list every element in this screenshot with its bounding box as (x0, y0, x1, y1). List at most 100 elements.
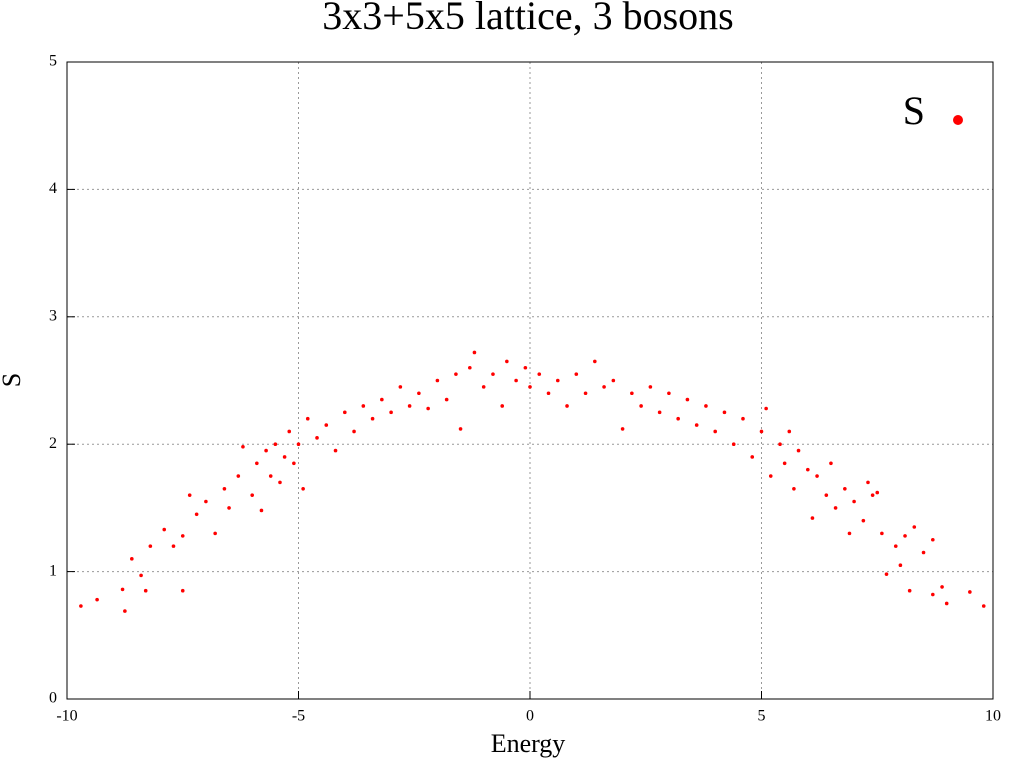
point (528, 385, 532, 389)
point (685, 397, 690, 402)
y-tick-label: 3 (49, 307, 57, 324)
point (657, 410, 662, 415)
point (792, 486, 796, 491)
point (921, 550, 926, 555)
point (824, 493, 829, 497)
point (123, 609, 127, 613)
x-tick-label: 0 (526, 708, 534, 725)
point (426, 406, 430, 411)
point (796, 448, 801, 453)
point (903, 534, 907, 538)
point (555, 378, 560, 383)
x-tick-label: -5 (292, 708, 305, 725)
point (768, 474, 773, 478)
point (880, 531, 884, 536)
x-tick-label: 10 (985, 708, 1001, 725)
point (898, 563, 903, 568)
point (810, 516, 815, 520)
point (870, 493, 875, 497)
point (931, 537, 935, 542)
point (255, 461, 259, 466)
point (648, 385, 653, 389)
point (222, 486, 227, 491)
point (778, 442, 782, 447)
point (806, 467, 810, 472)
chart-title: 3x3+5x5 lattice, 3 bosons (322, 0, 733, 38)
point (694, 423, 699, 427)
point (370, 416, 375, 421)
point (273, 442, 278, 447)
point (361, 404, 366, 408)
point (500, 404, 505, 408)
point (296, 442, 301, 447)
point (602, 385, 606, 389)
point (324, 423, 329, 427)
point (537, 372, 542, 376)
point (268, 474, 273, 478)
point (907, 588, 912, 593)
point (343, 410, 347, 415)
point (667, 391, 671, 396)
point (120, 587, 125, 592)
point (435, 378, 440, 383)
point (130, 557, 134, 561)
point (583, 391, 588, 396)
y-tick-label: 0 (49, 690, 57, 707)
point (250, 493, 254, 497)
point (305, 416, 310, 421)
point (389, 410, 393, 415)
legend-marker (953, 115, 963, 125)
point (454, 372, 458, 376)
point (861, 518, 866, 523)
point (884, 572, 889, 576)
point (187, 493, 192, 497)
point (162, 527, 167, 532)
point (282, 455, 287, 459)
point (180, 588, 185, 593)
point (944, 601, 949, 606)
point (931, 592, 935, 597)
point (750, 455, 755, 459)
point (204, 499, 208, 504)
point (620, 427, 625, 431)
point (514, 378, 518, 383)
x-tick-label: -10 (56, 708, 77, 725)
point (574, 372, 579, 376)
point (866, 480, 870, 485)
y-tick-label: 2 (49, 435, 57, 452)
point (227, 506, 231, 510)
point (139, 573, 143, 578)
point (833, 506, 838, 510)
plot-frame (66, 61, 994, 700)
point (236, 474, 241, 478)
point (875, 490, 880, 495)
point (968, 590, 972, 594)
x-axis-label: Energy (491, 729, 566, 758)
point (981, 604, 986, 608)
point (278, 480, 282, 485)
y-tick-label: 5 (49, 53, 57, 70)
y-tick-label: 1 (49, 562, 57, 579)
point (893, 544, 898, 548)
point (444, 397, 449, 402)
y-axis-label: S (0, 373, 26, 387)
point (287, 429, 292, 434)
point (171, 544, 176, 548)
point (194, 512, 199, 517)
point (505, 359, 509, 364)
point (829, 461, 833, 466)
point (722, 410, 727, 415)
point (148, 544, 153, 548)
point (292, 461, 296, 466)
point (458, 427, 463, 431)
point (301, 486, 305, 491)
point (352, 429, 356, 434)
point (741, 416, 745, 421)
point (491, 372, 495, 376)
point (815, 474, 819, 478)
point (180, 534, 185, 538)
point (407, 404, 412, 408)
y-tick-label: 4 (49, 180, 57, 197)
